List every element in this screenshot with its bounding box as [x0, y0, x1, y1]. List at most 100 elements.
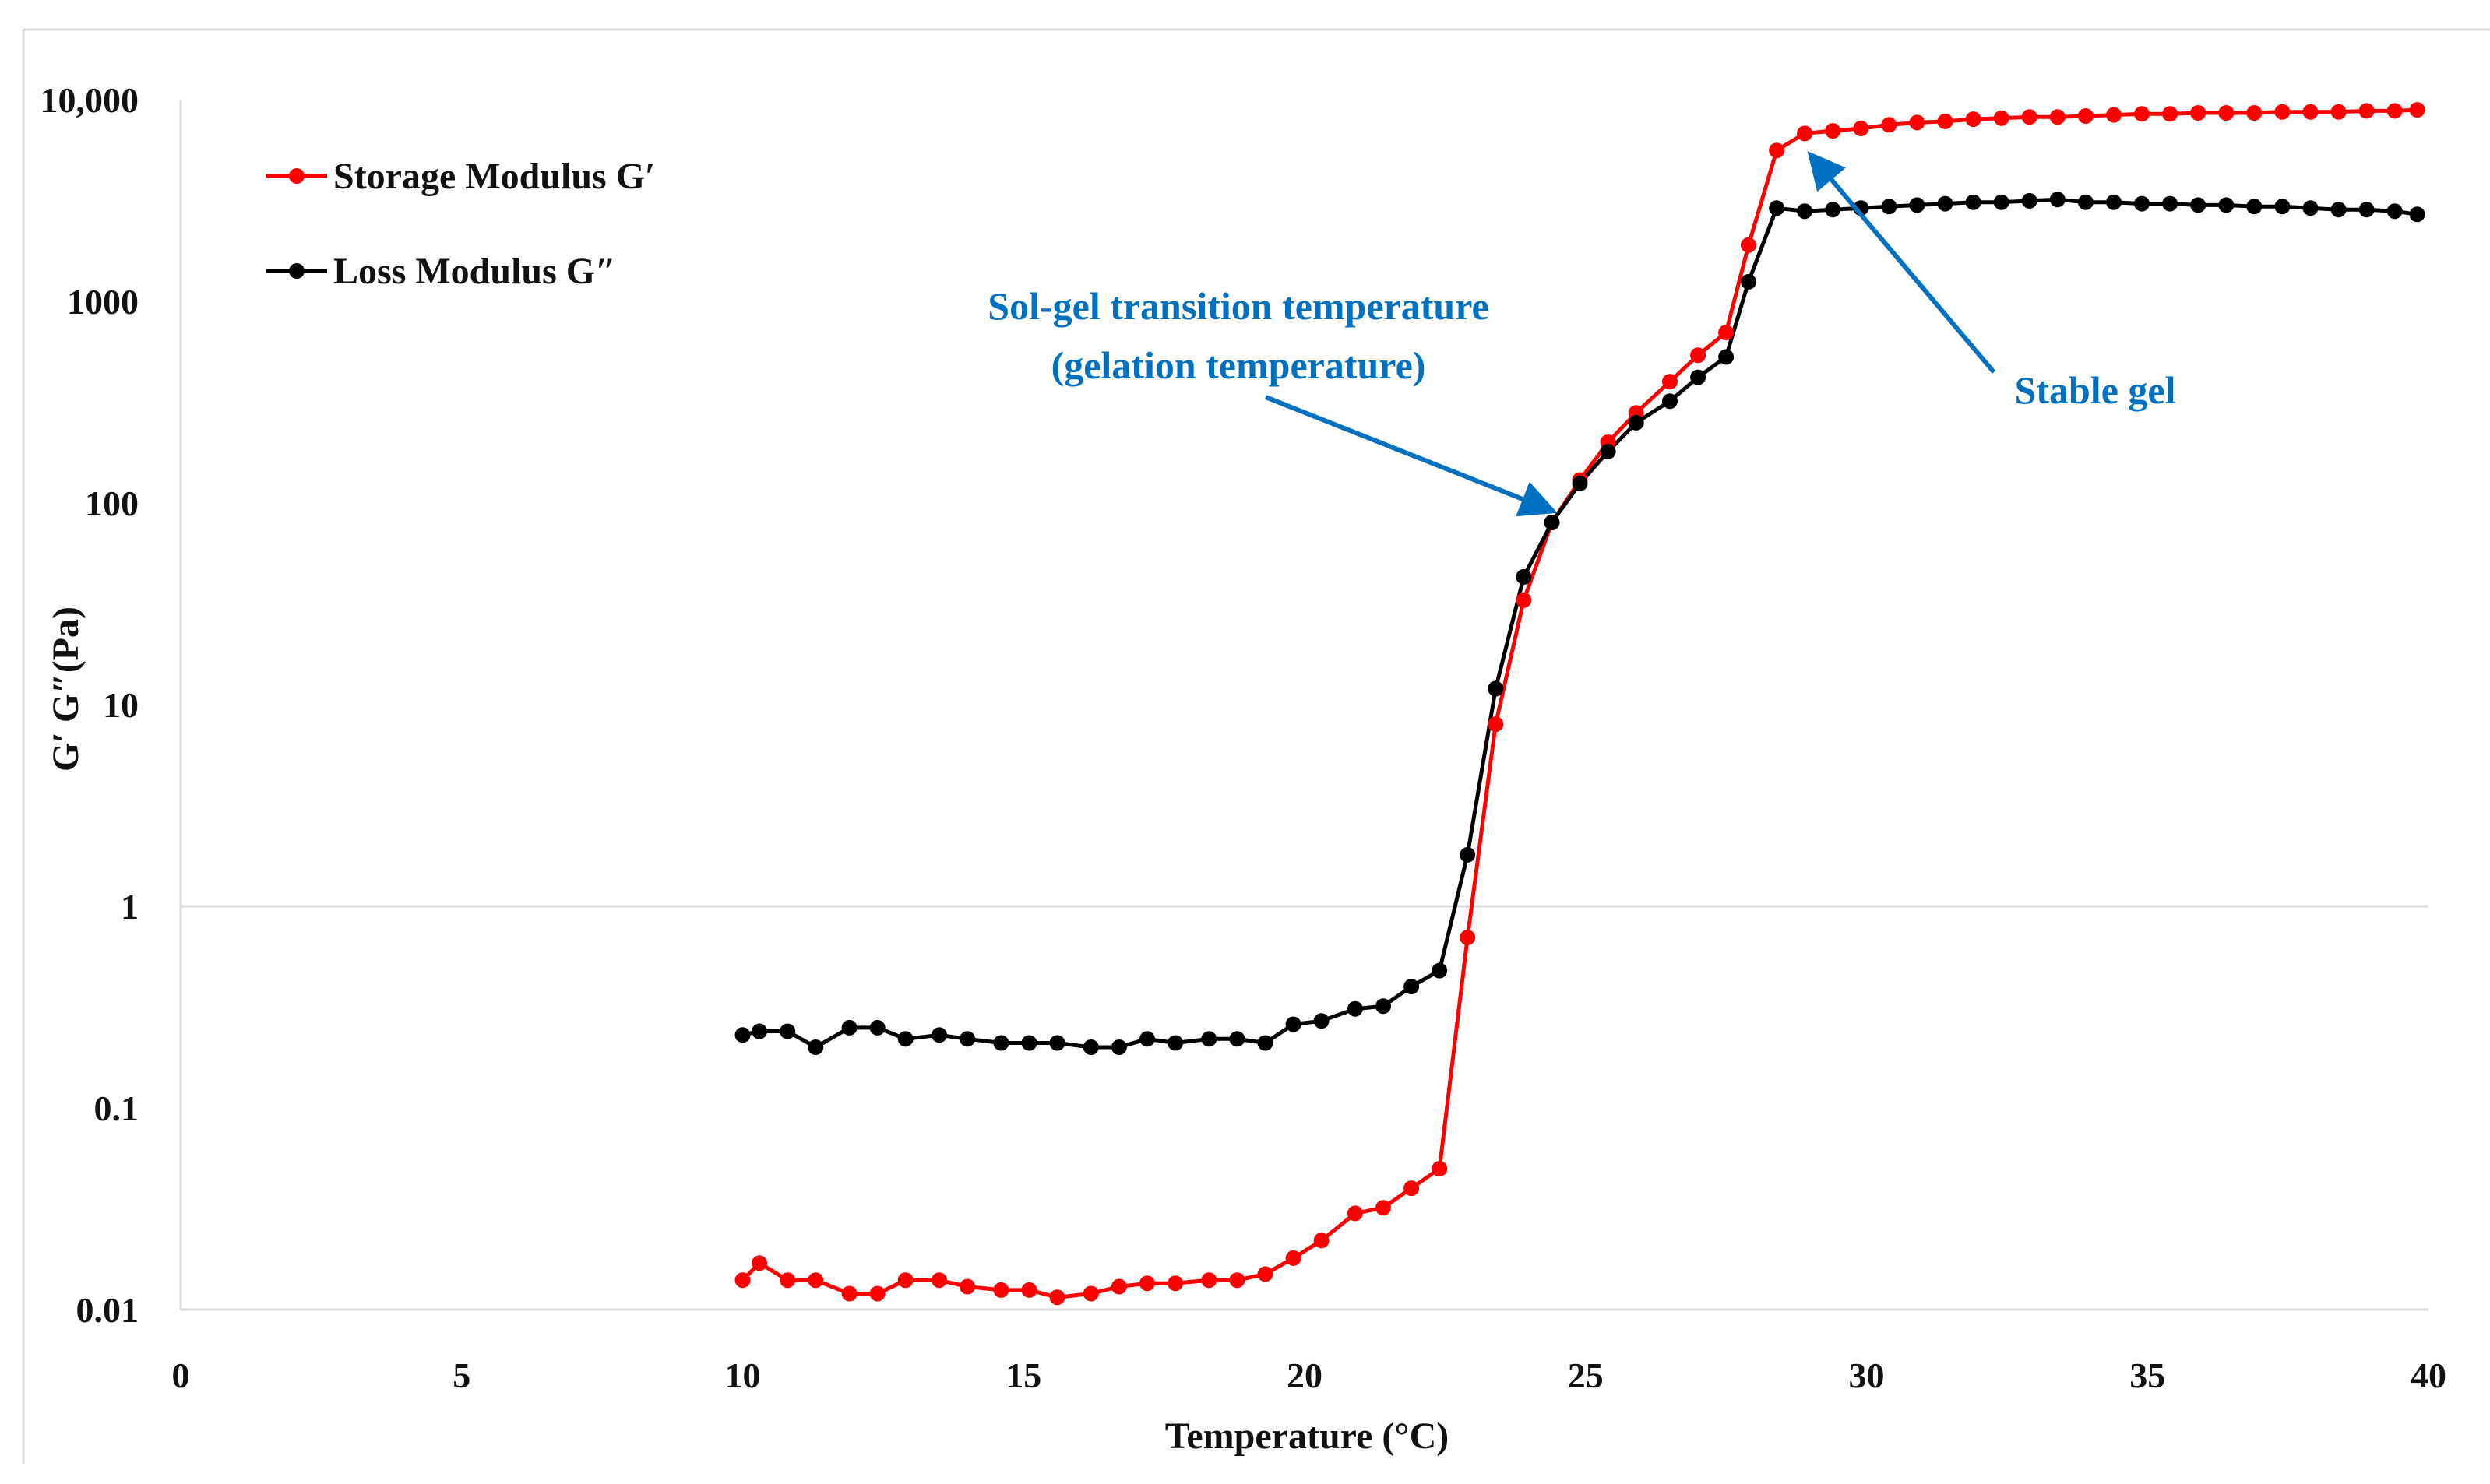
- storage-modulus-point: [1937, 113, 1953, 129]
- storage-modulus-point: [1257, 1266, 1273, 1282]
- loss-modulus-point: [1139, 1031, 1155, 1047]
- loss-modulus-point: [841, 1019, 858, 1036]
- loss-modulus-point: [2049, 192, 2066, 208]
- annotation-sol-gel-line: Sol-gel transition temperature: [988, 284, 1488, 328]
- storage-modulus-point: [1083, 1285, 1099, 1302]
- annotation-stable-gel-arrow: [1807, 151, 1996, 374]
- loss-modulus-point: [1201, 1031, 1217, 1047]
- storage-modulus-point: [2330, 104, 2347, 120]
- storage-modulus-point: [2162, 106, 2178, 122]
- storage-modulus-point: [1201, 1272, 1217, 1289]
- loss-modulus-point: [869, 1019, 886, 1036]
- storage-modulus-point: [897, 1272, 914, 1289]
- y-axis-title: G′ G″(Pa): [45, 607, 86, 772]
- x-tick-label: 30: [1849, 1356, 1885, 1395]
- storage-modulus-point: [1347, 1205, 1363, 1222]
- annotation-sol-gel-line: (gelation temperature): [1051, 343, 1426, 387]
- storage-modulus-point: [1488, 716, 1504, 733]
- loss-modulus-point: [960, 1031, 976, 1047]
- storage-modulus-point: [808, 1272, 824, 1289]
- storage-modulus-point: [993, 1282, 1009, 1298]
- storage-modulus-point: [2218, 105, 2235, 121]
- storage-modulus-point: [2302, 104, 2319, 120]
- loss-modulus-point: [1049, 1035, 1065, 1051]
- loss-modulus-point: [2246, 199, 2263, 215]
- storage-modulus-point: [1139, 1275, 1155, 1292]
- storage-modulus-point: [2049, 109, 2066, 125]
- loss-modulus-point: [932, 1027, 947, 1043]
- loss-modulus-point: [2134, 195, 2150, 212]
- y-tick-label: 1: [121, 887, 139, 927]
- loss-modulus-point: [1375, 998, 1391, 1015]
- x-tick-label: 20: [1287, 1356, 1322, 1395]
- y-tick-label: 0.01: [76, 1290, 139, 1330]
- loss-modulus-point: [752, 1023, 768, 1039]
- annotations: Sol-gel transition temperature (gelation …: [988, 151, 2176, 517]
- loss-modulus-point: [2218, 197, 2235, 213]
- loss-modulus-point: [2386, 203, 2403, 220]
- loss-modulus-point: [1460, 846, 1476, 863]
- loss-modulus-point: [1111, 1039, 1127, 1055]
- loss-modulus-point: [1628, 414, 1644, 431]
- loss-modulus-point: [1544, 515, 1560, 531]
- storage-modulus-point: [780, 1272, 796, 1289]
- storage-modulus-point: [1965, 111, 1981, 128]
- storage-modulus-point: [1797, 125, 1813, 142]
- storage-modulus-point: [1460, 930, 1476, 946]
- x-tick-label: 40: [2411, 1356, 2446, 1395]
- legend-storage-modulus-label: Storage Modulus G′: [333, 156, 656, 197]
- storage-modulus-point: [2134, 106, 2150, 122]
- y-tick-label: 0.1: [94, 1088, 139, 1128]
- loss-modulus-point: [2409, 206, 2425, 223]
- loss-modulus-point: [1600, 443, 1616, 459]
- legend-loss-modulus-swatch-marker: [289, 263, 305, 279]
- storage-modulus-point: [1769, 142, 1785, 159]
- loss-modulus-point: [734, 1027, 751, 1043]
- storage-modulus-point: [1909, 114, 1925, 131]
- y-tick-label: 100: [85, 484, 139, 523]
- storage-modulus-point: [1285, 1250, 1301, 1266]
- y-axis-tick-labels: 0.01 0.1 1 10 100 1000 10,000: [41, 80, 139, 1330]
- storage-modulus-point: [734, 1272, 751, 1289]
- loss-modulus-point: [2274, 199, 2291, 215]
- loss-modulus-point: [1347, 1000, 1363, 1017]
- storage-modulus-point: [1049, 1289, 1065, 1306]
- storage-modulus-point: [1690, 347, 1706, 364]
- loss-modulus-point: [1937, 195, 1953, 212]
- x-tick-label: 0: [172, 1356, 190, 1395]
- storage-modulus-point: [960, 1278, 976, 1295]
- loss-modulus-point: [1993, 194, 2009, 210]
- annotation-sol-gel-arrow: [1264, 395, 1558, 517]
- y-tick-label: 1000: [67, 282, 139, 322]
- storage-modulus-point: [752, 1255, 768, 1271]
- loss-modulus-point: [1825, 202, 1841, 218]
- storage-modulus-point: [1168, 1275, 1184, 1292]
- x-tick-label: 10: [725, 1356, 761, 1395]
- x-tick-label: 35: [2129, 1356, 2165, 1395]
- loss-modulus-point: [1021, 1035, 1037, 1051]
- storage-modulus-point: [1993, 110, 2009, 126]
- loss-modulus-point: [1690, 369, 1706, 385]
- legend-loss-modulus-label: Loss Modulus G″: [333, 251, 616, 292]
- storage-modulus-point: [1853, 121, 1869, 136]
- storage-modulus-point: [2358, 103, 2375, 119]
- loss-modulus-point: [1313, 1013, 1330, 1029]
- annotation-stable-gel-text: Stable gel: [2015, 368, 2176, 412]
- storage-modulus-point: [1375, 1200, 1391, 1216]
- series-points: [734, 102, 2425, 1306]
- loss-modulus-point: [1769, 200, 1785, 216]
- storage-modulus-point: [1432, 1161, 1448, 1176]
- storage-modulus-point: [1021, 1282, 1037, 1298]
- loss-modulus-point: [2330, 202, 2347, 218]
- loss-modulus-point: [1229, 1031, 1245, 1047]
- loss-modulus-point: [897, 1031, 914, 1047]
- storage-modulus-point: [1881, 117, 1897, 133]
- loss-modulus-point: [1285, 1016, 1301, 1032]
- legend-storage-modulus-swatch-marker: [289, 168, 305, 184]
- storage-modulus-point: [1516, 592, 1532, 608]
- y-tick-label: 10: [103, 685, 139, 725]
- loss-modulus-point: [1881, 199, 1897, 215]
- storage-modulus-point: [1403, 1180, 1420, 1197]
- storage-modulus-point: [869, 1285, 886, 1302]
